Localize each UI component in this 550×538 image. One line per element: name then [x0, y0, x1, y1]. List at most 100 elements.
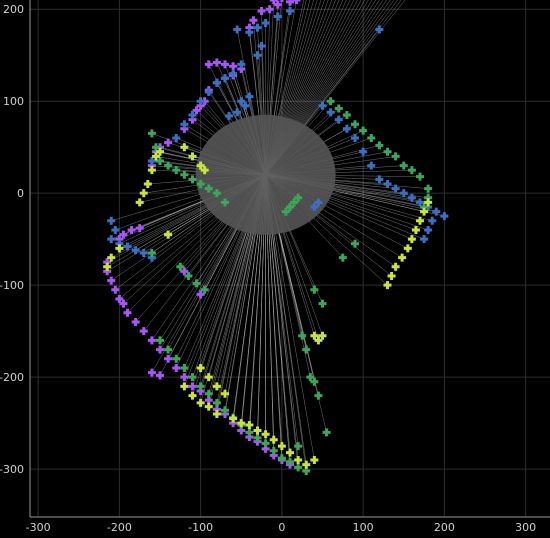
data-point [294, 442, 303, 451]
data-point [326, 97, 335, 106]
sensor-blob [195, 114, 336, 235]
data-point [212, 189, 221, 198]
data-point [351, 133, 359, 142]
data-point [131, 246, 140, 255]
data-point [294, 193, 303, 202]
data-point [151, 152, 160, 161]
data-point [196, 97, 205, 106]
data-point [245, 28, 254, 37]
data-point [123, 308, 132, 317]
data-point [420, 207, 429, 216]
data-point [200, 166, 209, 175]
data-point [318, 299, 327, 308]
data-point [111, 285, 120, 294]
data-point [241, 101, 250, 110]
data-point [249, 16, 258, 25]
data-point [188, 382, 197, 391]
data-point [127, 225, 136, 234]
y-tick-label: 100 [3, 95, 24, 108]
data-point [180, 267, 189, 276]
data-point [180, 382, 189, 391]
data-point [310, 285, 319, 294]
data-point [302, 345, 311, 354]
data-point [147, 129, 156, 138]
data-point [334, 104, 343, 113]
data-point [269, 435, 278, 444]
data-point [416, 216, 424, 225]
data-point [204, 87, 213, 96]
x-tick-label: 300 [515, 521, 536, 534]
data-point [318, 101, 327, 110]
data-point [440, 212, 449, 221]
x-tick-label: -100 [188, 521, 213, 534]
data-point [115, 294, 124, 303]
data-point [172, 363, 181, 372]
x-tick-label: -200 [107, 521, 132, 534]
data-point [196, 179, 205, 188]
data-point [286, 0, 294, 6]
data-point [229, 414, 238, 423]
data-point [225, 111, 234, 120]
data-point [200, 285, 209, 294]
data-point [212, 409, 221, 418]
data-point [359, 147, 368, 156]
data-point [156, 156, 164, 165]
x-tick-label: 100 [353, 521, 374, 534]
data-point [294, 463, 303, 472]
data-point [196, 290, 205, 299]
data-point [273, 12, 282, 21]
data-point [253, 23, 262, 32]
data-point [269, 446, 278, 455]
y-tick-label: -100 [0, 279, 24, 292]
data-point [237, 60, 246, 69]
data-point [212, 78, 221, 87]
data-point [107, 235, 116, 244]
data-point [351, 239, 359, 248]
data-point [334, 115, 343, 124]
data-point [204, 402, 213, 411]
data-point [204, 373, 213, 382]
y-tick-label: -200 [0, 371, 24, 384]
data-point [180, 143, 189, 152]
data-point [273, 0, 282, 9]
data-point [147, 156, 156, 165]
data-point [180, 120, 189, 129]
data-point [172, 133, 181, 142]
data-point [221, 74, 229, 83]
data-point [391, 152, 400, 161]
data-point [103, 262, 112, 271]
data-point [245, 421, 254, 430]
data-point [147, 368, 156, 377]
data-point [164, 230, 173, 239]
y-tick-label: 0 [17, 187, 24, 200]
data-point [196, 363, 205, 372]
data-point [212, 58, 221, 67]
data-point [403, 244, 412, 253]
data-point [107, 216, 116, 225]
data-point [399, 161, 408, 170]
data-point [180, 170, 189, 179]
data-point [398, 253, 407, 262]
data-point [164, 345, 173, 354]
data-point [115, 244, 124, 253]
data-point [416, 172, 424, 181]
data-point [131, 317, 140, 326]
data-point [188, 391, 197, 400]
x-tick-label: 200 [434, 521, 455, 534]
data-point [184, 271, 193, 280]
y-tick-label: 200 [3, 3, 24, 16]
data-point [277, 454, 286, 463]
data-point [221, 198, 229, 207]
x-tick-label: 0 [278, 521, 285, 534]
data-point [290, 198, 299, 207]
data-point [310, 377, 319, 386]
x-tick-label: -300 [26, 521, 51, 534]
data-point [221, 60, 229, 69]
data-point [383, 147, 392, 156]
data-point [107, 253, 116, 262]
data-point [265, 5, 274, 14]
data-point [196, 382, 205, 391]
data-point [424, 225, 433, 234]
data-point [387, 271, 396, 280]
data-point [407, 193, 416, 202]
